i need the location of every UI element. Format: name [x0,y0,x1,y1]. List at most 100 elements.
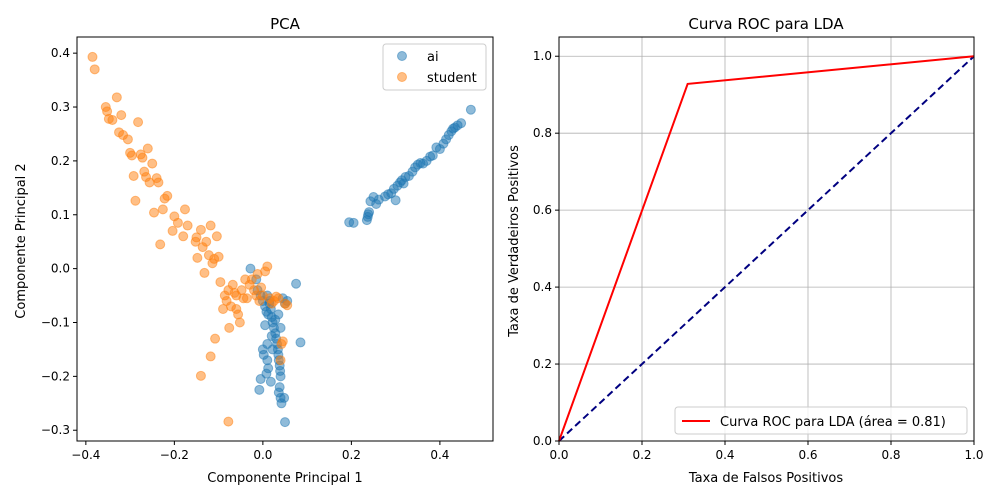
scatter-point-student [142,143,153,154]
roc-title: Curva ROC para LDA [688,15,844,33]
pca-legend: ai student [382,43,487,91]
scatter-point-student [223,416,234,427]
scatter-point-student [192,252,203,263]
roc-grid [558,37,975,442]
x-tick-label: 0.8 [881,448,900,462]
scatter-point-ai [275,371,286,382]
scatter-point-student [126,150,137,161]
y-tick-label: 0.8 [533,126,552,140]
scatter-point-ai [273,309,284,320]
roc-lines [558,55,975,442]
scatter-point-student [190,236,201,247]
roc-legend: Curva ROC para LDA (área = 0.81) [674,406,968,435]
y-tick-label: 0.1 [51,208,70,222]
roc-x-axis-label: Taxa de Falsos Positivos [688,471,843,486]
scatter-point-ai [390,195,401,206]
scatter-point-student [210,333,221,344]
scatter-point-student [195,224,206,235]
y-tick-label: 0.3 [51,100,70,114]
y-tick-label: 0.2 [533,357,552,371]
scatter-point-student [149,207,160,218]
scatter-point-student [211,231,222,242]
scatter-point-student [275,355,286,366]
scatter-point-student [227,279,238,290]
y-tick-label: 1.0 [533,49,552,63]
scatter-point-student [201,236,212,247]
scatter-point-student [234,317,245,328]
scatter-point-ai [291,278,302,289]
y-tick-label: −0.3 [41,423,70,437]
scatter-point-student [241,293,252,304]
scatter-point-ai [364,207,375,218]
chance-diagonal-line [558,55,975,442]
scatter-point-ai [265,376,276,387]
scatter-point-ai [280,417,290,428]
scatter-point-student [205,351,216,362]
x-tick-label: 0.4 [430,448,449,462]
y-tick-label: −0.2 [41,369,70,383]
scatter-point-student [199,267,210,278]
scatter-point-student [256,282,267,293]
pca-y-axis-label: Componente Principal 2 [14,163,29,318]
scatter-point-student [130,195,141,206]
y-tick-label: 0.0 [533,434,552,448]
scatter-point-student [162,190,173,201]
scatter-point-ai [279,392,290,403]
scatter-point-ai [255,374,266,385]
scatter-point-student [153,177,164,188]
scatter-point-student [282,300,293,311]
scatter-point-ai [275,322,286,333]
y-tick-label: 0.6 [533,203,552,217]
scatter-point-student [107,114,118,125]
scatter-point-student [178,231,189,242]
scatter-point-ai [456,118,467,129]
scatter-point-student [157,204,168,215]
scatter-point-student [277,336,288,347]
y-tick-label: 0.4 [51,46,70,60]
scatter-point-student [116,110,127,121]
scatter-point-ai [266,330,277,341]
scatter-point-student [195,370,206,381]
scatter-point-student [273,293,284,304]
scatter-point-ai [260,320,271,331]
x-tick-label: 0.4 [715,448,734,462]
pca-points [87,51,476,428]
roc-curve-line [558,55,975,442]
roc-ticks: 0.0 0.2 0.4 0.6 0.8 1.0 0.0 0.2 0.4 0.6 0.8 1.0 [533,49,984,462]
scatter-point-student [182,220,193,231]
pca-title: PCA [270,15,301,33]
scatter-point-ai [427,150,438,161]
scatter-point-student [155,239,166,250]
roc-chart: Curva ROC para LDA Taxa de Falsos Positi… [507,15,984,486]
scatter-point-student [224,322,235,333]
scatter-point-student [179,204,190,215]
pca-legend-marker-student [397,72,407,82]
x-tick-label: 0.0 [253,448,272,462]
scatter-point-ai [245,263,256,274]
scatter-point-student [215,277,226,288]
y-tick-label: 0.2 [51,154,70,168]
scatter-point-student [137,152,148,163]
scatter-point-student [128,170,139,181]
scatter-point-ai [262,355,273,366]
scatter-point-student [236,285,247,296]
scatter-point-ai [295,337,306,348]
scatter-point-student [122,134,133,145]
y-tick-label: 0.0 [51,262,70,276]
scatter-point-student [89,64,100,75]
roc-legend-box [674,406,968,435]
scatter-point-student [205,220,216,231]
roc-y-axis-label: Taxa de Verdadeiros Positivos [507,145,522,338]
scatter-point-student [167,225,178,236]
scatter-point-student [147,158,158,169]
pca-legend-marker-ai [397,51,407,61]
scatter-point-ai [254,384,265,395]
y-tick-label: 0.4 [533,280,552,294]
scatter-point-student [133,117,144,128]
x-tick-label: −0.2 [160,448,189,462]
x-tick-label: 0.2 [632,448,651,462]
pca-chart: PCA Componente Principal 1 Componente Pr… [14,15,494,486]
scatter-point-student [231,304,242,315]
x-tick-label: 0.2 [342,448,361,462]
